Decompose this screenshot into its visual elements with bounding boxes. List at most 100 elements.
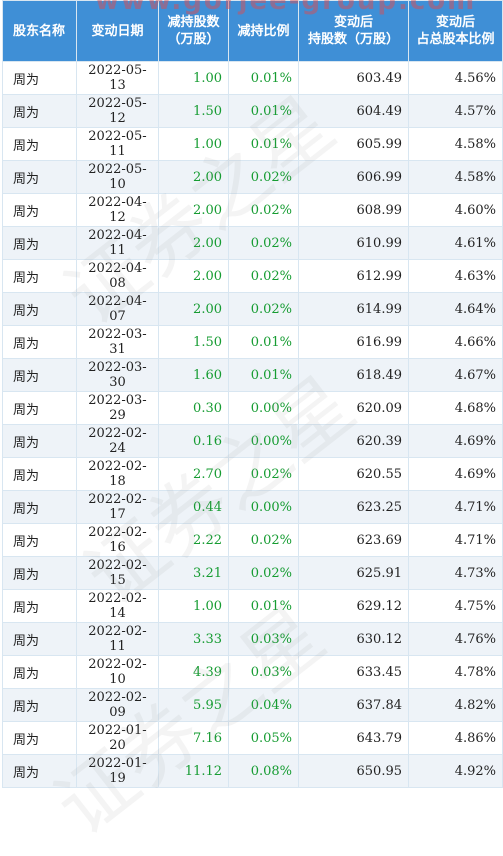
- holder-cell: 周为: [2, 688, 77, 722]
- after-shares-cell: 623.69: [298, 523, 409, 557]
- table-row: 周为 2022-02-11 3.33 0.03% 630.12 4.76%: [2, 622, 503, 656]
- date-cell: 2022-02-24: [76, 424, 159, 458]
- after-ratio-cell: 4.61%: [408, 226, 503, 260]
- date-cell: 2022-04-12: [76, 193, 159, 227]
- reduce-ratio-cell: 0.01%: [228, 358, 299, 392]
- reduce-ratio-cell: 0.02%: [228, 457, 299, 491]
- date-cell: 2022-05-11: [76, 127, 159, 161]
- reduce-shares-cell: 2.70: [158, 457, 229, 491]
- after-ratio-cell: 4.67%: [408, 358, 503, 392]
- holder-cell: 周为: [2, 721, 77, 755]
- after-shares-cell: 616.99: [298, 325, 409, 359]
- date-cell: 2022-01-19: [76, 754, 159, 788]
- table-row: 周为 2022-01-20 7.16 0.05% 643.79 4.86%: [2, 721, 503, 755]
- reduce-ratio-cell: 0.00%: [228, 490, 299, 524]
- header-reduce-ratio: 减持比例: [228, 0, 299, 62]
- date-cell: 2022-02-11: [76, 622, 159, 656]
- after-shares-cell: 637.84: [298, 688, 409, 722]
- reduce-shares-cell: 0.16: [158, 424, 229, 458]
- date-cell: 2022-04-11: [76, 226, 159, 260]
- after-ratio-cell: 4.82%: [408, 688, 503, 722]
- table-row: 周为 2022-01-19 11.12 0.08% 650.95 4.92%: [2, 754, 503, 788]
- reduce-ratio-cell: 0.01%: [228, 61, 299, 95]
- reduce-shares-cell: 3.33: [158, 622, 229, 656]
- reduce-shares-cell: 1.00: [158, 589, 229, 623]
- reduce-ratio-cell: 0.02%: [228, 259, 299, 293]
- after-shares-cell: 610.99: [298, 226, 409, 260]
- holder-cell: 周为: [2, 358, 77, 392]
- reduce-shares-cell: 2.22: [158, 523, 229, 557]
- after-shares-cell: 608.99: [298, 193, 409, 227]
- after-ratio-cell: 4.69%: [408, 457, 503, 491]
- holder-cell: 周为: [2, 457, 77, 491]
- reduce-ratio-cell: 0.04%: [228, 688, 299, 722]
- reduce-ratio-cell: 0.03%: [228, 622, 299, 656]
- reduce-shares-cell: 11.12: [158, 754, 229, 788]
- date-cell: 2022-02-16: [76, 523, 159, 557]
- reduce-shares-cell: 2.00: [158, 160, 229, 194]
- reduce-shares-cell: 7.16: [158, 721, 229, 755]
- date-cell: 2022-05-10: [76, 160, 159, 194]
- reduce-shares-cell: 2.00: [158, 226, 229, 260]
- after-shares-cell: 605.99: [298, 127, 409, 161]
- reduce-ratio-cell: 0.02%: [228, 160, 299, 194]
- date-cell: 2022-02-15: [76, 556, 159, 590]
- after-ratio-cell: 4.64%: [408, 292, 503, 326]
- header-holder: 股东名称: [2, 0, 77, 62]
- table-row: 周为 2022-04-12 2.00 0.02% 608.99 4.60%: [2, 193, 503, 227]
- after-ratio-cell: 4.73%: [408, 556, 503, 590]
- table-row: 周为 2022-02-24 0.16 0.00% 620.39 4.69%: [2, 424, 503, 458]
- after-shares-cell: 630.12: [298, 622, 409, 656]
- after-shares-cell: 625.91: [298, 556, 409, 590]
- reduce-shares-cell: 0.44: [158, 490, 229, 524]
- reduce-shares-cell: 2.00: [158, 259, 229, 293]
- reduce-shares-cell: 1.00: [158, 127, 229, 161]
- date-cell: 2022-04-08: [76, 259, 159, 293]
- table-row: 周为 2022-05-10 2.00 0.02% 606.99 4.58%: [2, 160, 503, 194]
- reduce-shares-cell: 1.50: [158, 325, 229, 359]
- date-cell: 2022-02-14: [76, 589, 159, 623]
- reduce-shares-cell: 3.21: [158, 556, 229, 590]
- after-ratio-cell: 4.75%: [408, 589, 503, 623]
- reduce-shares-cell: 1.00: [158, 61, 229, 95]
- after-ratio-cell: 4.86%: [408, 721, 503, 755]
- after-shares-cell: 633.45: [298, 655, 409, 689]
- after-ratio-cell: 4.69%: [408, 424, 503, 458]
- holder-cell: 周为: [2, 424, 77, 458]
- header-date: 变动日期: [76, 0, 159, 62]
- after-shares-cell: 620.09: [298, 391, 409, 425]
- holder-cell: 周为: [2, 292, 77, 326]
- reduce-ratio-cell: 0.02%: [228, 193, 299, 227]
- after-ratio-cell: 4.71%: [408, 523, 503, 557]
- reduce-shares-cell: 0.30: [158, 391, 229, 425]
- after-shares-cell: 618.49: [298, 358, 409, 392]
- table-row: 周为 2022-05-12 1.50 0.01% 604.49 4.57%: [2, 94, 503, 128]
- reduce-shares-cell: 1.60: [158, 358, 229, 392]
- date-cell: 2022-05-13: [76, 61, 159, 95]
- after-shares-cell: 629.12: [298, 589, 409, 623]
- holder-cell: 周为: [2, 589, 77, 623]
- table-row: 周为 2022-04-08 2.00 0.02% 612.99 4.63%: [2, 259, 503, 293]
- reduce-shares-cell: 1.50: [158, 94, 229, 128]
- table-row: 周为 2022-03-31 1.50 0.01% 616.99 4.66%: [2, 325, 503, 359]
- header-reduce-shares: 减持股数 （万股）: [158, 0, 229, 62]
- after-shares-cell: 604.49: [298, 94, 409, 128]
- reduce-ratio-cell: 0.01%: [228, 589, 299, 623]
- holder-cell: 周为: [2, 61, 77, 95]
- reduce-ratio-cell: 0.03%: [228, 655, 299, 689]
- table-row: 周为 2022-04-11 2.00 0.02% 610.99 4.61%: [2, 226, 503, 260]
- table-row: 周为 2022-02-16 2.22 0.02% 623.69 4.71%: [2, 523, 503, 557]
- table-row: 周为 2022-03-30 1.60 0.01% 618.49 4.67%: [2, 358, 503, 392]
- after-shares-cell: 614.99: [298, 292, 409, 326]
- reduce-ratio-cell: 0.02%: [228, 292, 299, 326]
- reduce-ratio-cell: 0.02%: [228, 556, 299, 590]
- reduce-ratio-cell: 0.08%: [228, 754, 299, 788]
- holder-cell: 周为: [2, 259, 77, 293]
- date-cell: 2022-02-18: [76, 457, 159, 491]
- table-header-row: 股东名称 变动日期 减持股数 （万股） 减持比例 变动后 持股数（万股） 变动后 占总…: [2, 0, 503, 62]
- holder-cell: 周为: [2, 325, 77, 359]
- holder-cell: 周为: [2, 127, 77, 161]
- after-ratio-cell: 4.56%: [408, 61, 503, 95]
- after-ratio-cell: 4.68%: [408, 391, 503, 425]
- after-shares-cell: 606.99: [298, 160, 409, 194]
